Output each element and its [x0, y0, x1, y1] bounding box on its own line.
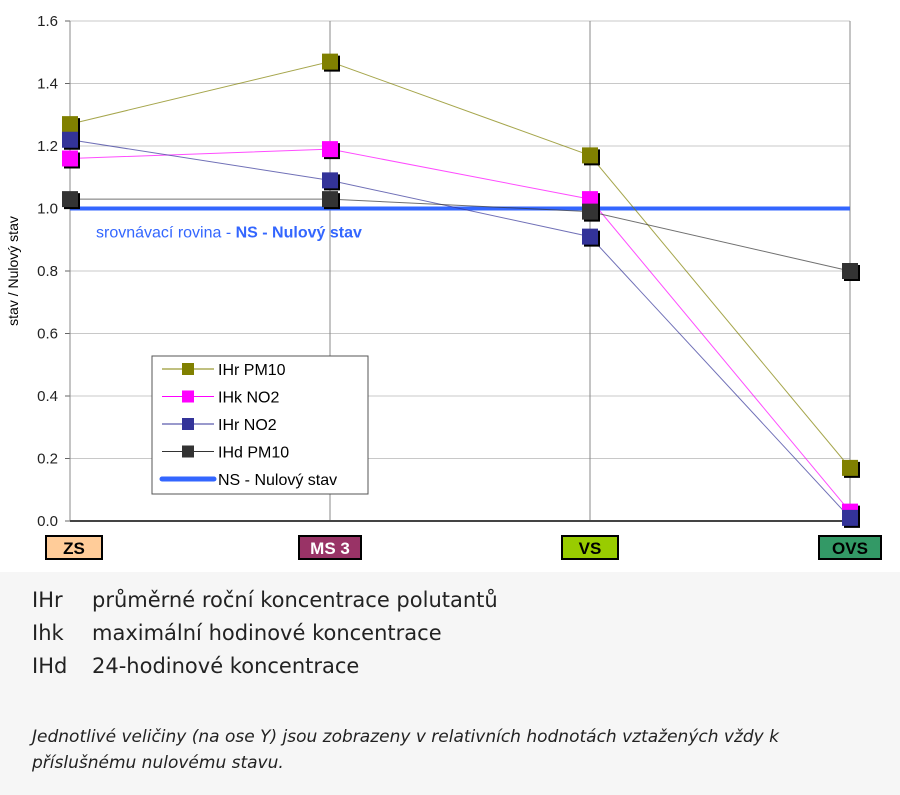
x-tick-label: MS 3 [310, 539, 350, 558]
data-point [842, 509, 858, 526]
data-point [322, 191, 338, 208]
y-axis-label: stav / Nulový stav [5, 216, 21, 326]
category-box [561, 535, 619, 560]
y-tick-label: 1.2 [37, 138, 58, 155]
notes-panel: IHr průměrné roční koncentrace polutantů … [0, 572, 900, 795]
legend-label: IHk NO2 [218, 390, 279, 407]
x-tick-label: ZS [63, 539, 85, 558]
legend-marker [182, 445, 194, 458]
data-point [322, 141, 338, 158]
legend-marker [182, 363, 194, 375]
category-box [45, 535, 103, 560]
y-tick-label: 0.6 [37, 326, 58, 343]
y-tick-label: 1.6 [37, 13, 58, 30]
y-tick-label: 0.4 [37, 388, 58, 405]
definition-ihr: IHr průměrné roční koncentrace polutantů [32, 588, 498, 612]
data-point [62, 191, 78, 208]
y-tick-label: 1.0 [37, 201, 58, 218]
data-point [62, 131, 78, 148]
x-tick-label: OVS [832, 539, 868, 558]
data-point [322, 53, 338, 70]
legend-marker [182, 418, 194, 430]
data-point [582, 147, 598, 164]
data-point [582, 228, 598, 245]
legend-label: IHr NO2 [218, 417, 277, 434]
reference-annotation: srovnávací rovina - NS - Nulový stav [96, 225, 362, 242]
data-point [582, 191, 598, 208]
definition-ihd: IHd 24-hodinové koncentrace [32, 654, 360, 678]
footnote: Jednotlivé veličiny (na ose Y) jsou zobr… [32, 727, 779, 773]
legend-label: NS - Nulový stav [218, 472, 337, 489]
data-point [582, 203, 598, 220]
y-tick-label: 0.2 [37, 451, 58, 468]
data-point [62, 116, 78, 133]
legend-label: IHr PM10 [218, 362, 286, 379]
line-chart: 0.0 0.2 0.4 0.6 0.8 1.0 1.2 1.4 1.6 stav / Nulový… [5, 13, 882, 560]
y-tick-label: 1.4 [37, 76, 58, 93]
category-box [818, 535, 882, 560]
data-point [322, 172, 338, 189]
legend-marker [182, 390, 194, 403]
data-point [842, 263, 858, 279]
x-tick-label: VS [579, 539, 602, 558]
definition-ihk: Ihk maximální hodinové koncentrace [32, 621, 442, 645]
y-tick-label: 0.8 [37, 263, 58, 280]
series-line [69, 148, 851, 512]
data-point [62, 150, 78, 167]
data-point [842, 459, 858, 476]
legend-label: IHd PM10 [218, 445, 289, 462]
series-line [69, 61, 851, 469]
annotation-bold: NS - Nulový stav [236, 225, 362, 242]
annotation-prefix: srovnávací rovina - [96, 225, 236, 242]
series-line [69, 139, 851, 519]
y-tick-label: 0.0 [37, 513, 58, 530]
series-line [70, 198, 851, 272]
category-box [298, 535, 362, 560]
